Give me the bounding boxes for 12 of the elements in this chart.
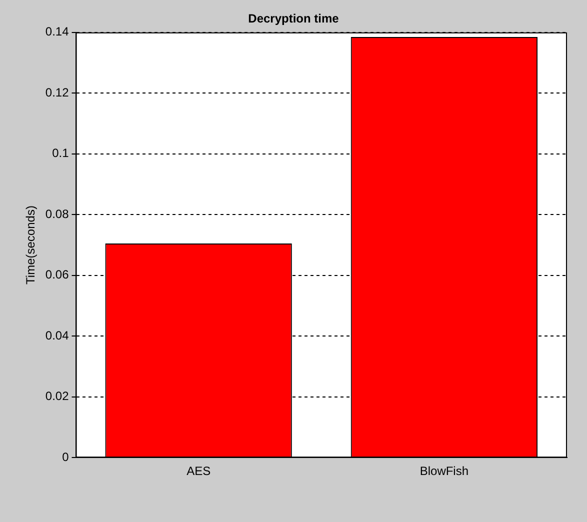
y-tick-label: 0.12 (45, 85, 70, 100)
y-axis-title: Time(seconds) (24, 206, 38, 284)
y-tick-label: 0.02 (45, 389, 70, 404)
x-tick-label: BlowFish (420, 464, 469, 478)
y-tick-label: 0.1 (52, 146, 70, 160)
y-tick-label: 0.08 (45, 206, 70, 221)
y-tick-label: 0.14 (45, 24, 70, 39)
y-tick-label: 0 (62, 450, 70, 464)
chart-title: Decryption time (248, 12, 340, 26)
y-tick-label: 0.04 (45, 328, 70, 342)
y-tick-label: 0.06 (45, 268, 70, 282)
x-tick-label: AES (186, 464, 211, 478)
